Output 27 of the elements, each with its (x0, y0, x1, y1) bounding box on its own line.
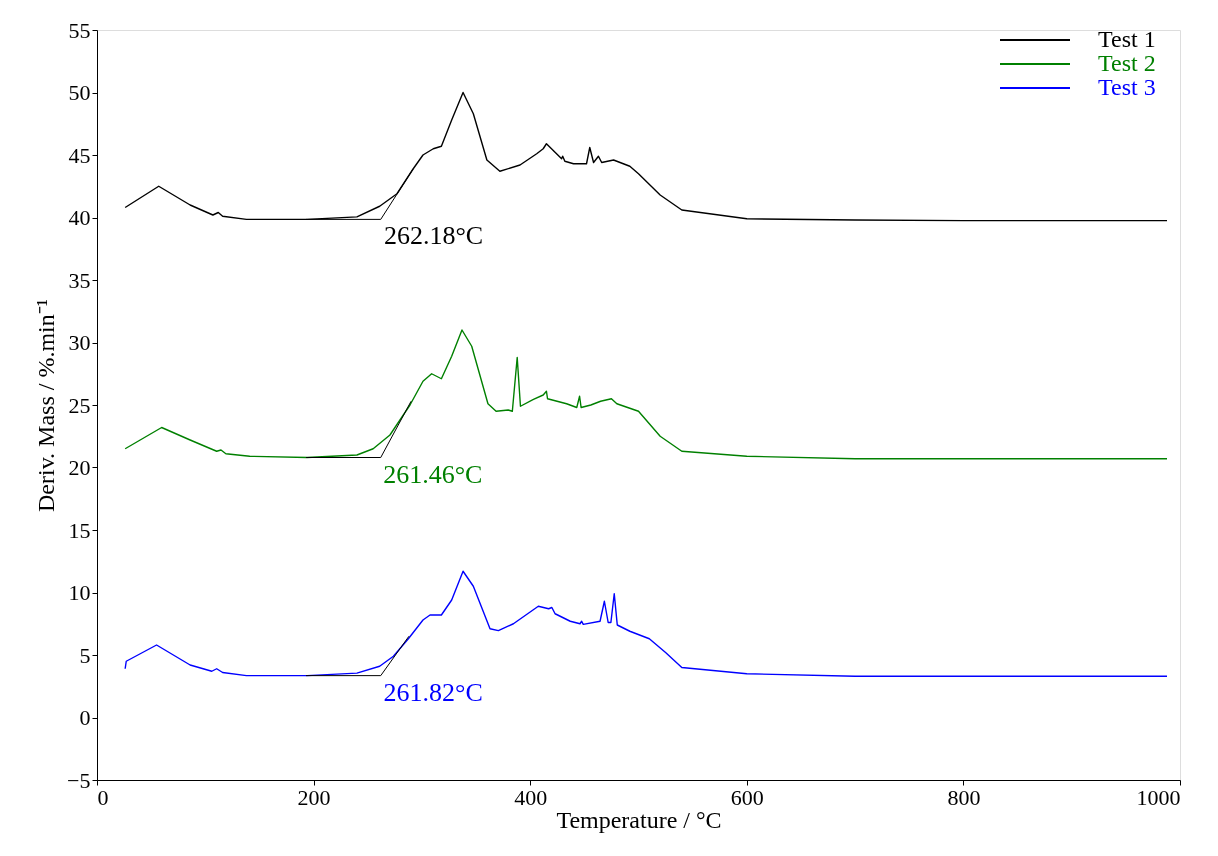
y-tick-label: 15 (68, 517, 91, 543)
y-tick-label: 25 (68, 392, 91, 418)
y-tick-label: −5 (67, 767, 91, 793)
x-tick-label: 400 (514, 784, 548, 810)
y-tick-label: 0 (79, 705, 91, 730)
y-tick-label: 50 (68, 80, 91, 105)
y-axis-title: Deriv. Mass / %.min⁻¹ (33, 299, 60, 512)
x-axis-title: Temperature / °C (556, 806, 722, 833)
annotation: 262.18°C (383, 221, 484, 251)
annotation: 261.46°C (383, 459, 483, 489)
legend-label: Test 3 (1098, 74, 1156, 100)
x-tick-label: 1000 (1136, 784, 1181, 810)
y-tick-label: 30 (68, 330, 91, 355)
annotation: 261.82°C (383, 677, 483, 707)
x-tick-label: 600 (730, 784, 764, 810)
legend-label: Test 2 (1098, 50, 1156, 76)
y-tick-label: 45 (68, 142, 91, 168)
y-tick-label: 20 (68, 455, 91, 480)
y-tick-label: 10 (68, 580, 91, 605)
legend-label: Test 1 (1098, 26, 1156, 52)
x-tick-label: 200 (297, 784, 331, 810)
y-tick-label: 40 (68, 205, 91, 230)
x-tick-label: 800 (947, 784, 981, 810)
x-tick-label: 0 (97, 784, 109, 810)
y-tick-label: 35 (68, 267, 91, 293)
y-tick-label: 5 (79, 642, 91, 668)
y-tick-label: 55 (68, 17, 91, 43)
